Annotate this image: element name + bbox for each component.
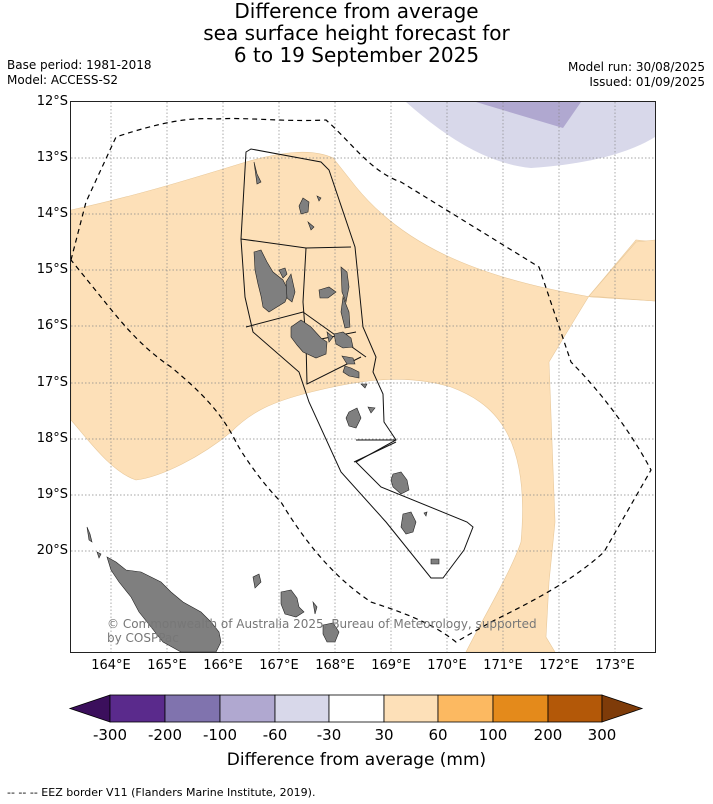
meta-left: Base period: 1981-2018 Model: ACCESS-S2: [7, 58, 152, 88]
graticule: [71, 102, 655, 652]
colorbar: [68, 694, 644, 723]
colorbar-tick-label: -30: [316, 726, 342, 744]
colorbar-arrow-high: [601, 694, 644, 723]
colorbar-tick-label: 200: [533, 726, 563, 744]
colorbar-segment: [109, 694, 166, 723]
title-line-2: sea surface height forecast for: [203, 21, 510, 45]
eez-footnote: -- -- -- EEZ border V11 (Flanders Marine…: [7, 786, 316, 799]
lon-label: 169°E: [371, 658, 411, 673]
lon-label: 164°E: [91, 658, 131, 673]
colorbar-tick-label: -100: [202, 726, 238, 744]
eez-border: [70, 117, 652, 643]
lon-label: 166°E: [203, 658, 243, 673]
model-text: Model: ACCESS-S2: [7, 73, 119, 87]
lon-label: 165°E: [147, 658, 187, 673]
anomaly-region-minus-60-100: [476, 102, 581, 128]
colorbar-tick-label: 300: [587, 726, 617, 744]
colorbar-tick-label: -60: [262, 726, 288, 744]
map-title: Difference from average sea surface heig…: [0, 0, 713, 66]
meta-right: Model run: 30/08/2025 Issued: 01/09/2025: [568, 60, 705, 90]
lon-label: 170°E: [427, 658, 467, 673]
lon-label: 171°E: [483, 658, 523, 673]
colorbar-tick-label: -300: [92, 726, 128, 744]
colorbar-tick-label: 30: [374, 726, 394, 744]
lat-label: 20°S: [36, 543, 68, 558]
model-run-text: Model run: 30/08/2025: [567, 60, 705, 74]
colorbar-arrow-low: [68, 694, 111, 723]
colorbar-segment: [492, 694, 549, 723]
lat-label: 18°S: [36, 431, 68, 446]
colorbar-segment: [219, 694, 276, 723]
new-caledonia: [86, 526, 340, 653]
lat-label: 14°S: [36, 206, 68, 221]
colorbar-tick-label: 60: [428, 726, 448, 744]
lon-label: 173°E: [595, 658, 635, 673]
colorbar-segment: [383, 694, 439, 723]
lat-label: 15°S: [36, 262, 68, 277]
lon-label: 172°E: [539, 658, 579, 673]
colorbar-segment: [437, 694, 494, 723]
map-svg: [70, 102, 656, 653]
colorbar-segment: [164, 694, 221, 723]
lat-label: 16°S: [36, 318, 68, 333]
anomaly-region-30-60: [70, 151, 656, 653]
colorbar-tick-label: -200: [147, 726, 183, 744]
lat-label: 13°S: [36, 150, 68, 165]
title-line-3: 6 to 19 September 2025: [233, 43, 480, 67]
colorbar-segment: [547, 694, 603, 723]
colorbar-tick-label: 100: [478, 726, 508, 744]
lat-label: 17°S: [36, 375, 68, 390]
lat-label: 19°S: [36, 487, 68, 502]
title-line-1: Difference from average: [234, 0, 479, 23]
islands: [253, 161, 440, 565]
anomaly-region-30-60-east: [588, 239, 656, 302]
issued-text: Issued: 01/09/2025: [589, 75, 705, 89]
map-panel: [70, 101, 656, 653]
base-period-text: Base period: 1981-2018: [7, 58, 152, 72]
lat-label: 12°S: [36, 94, 68, 109]
lon-label: 168°E: [315, 658, 355, 673]
colorbar-segment: [328, 694, 385, 723]
anomaly-region-minus-30-60: [406, 102, 655, 168]
colorbar-title: Difference from average (mm): [226, 750, 487, 770]
copyright-notice: © Commonwealth of Australia 2025, Bureau…: [107, 617, 537, 645]
lon-label: 167°E: [259, 658, 299, 673]
colorbar-segment: [274, 694, 330, 723]
